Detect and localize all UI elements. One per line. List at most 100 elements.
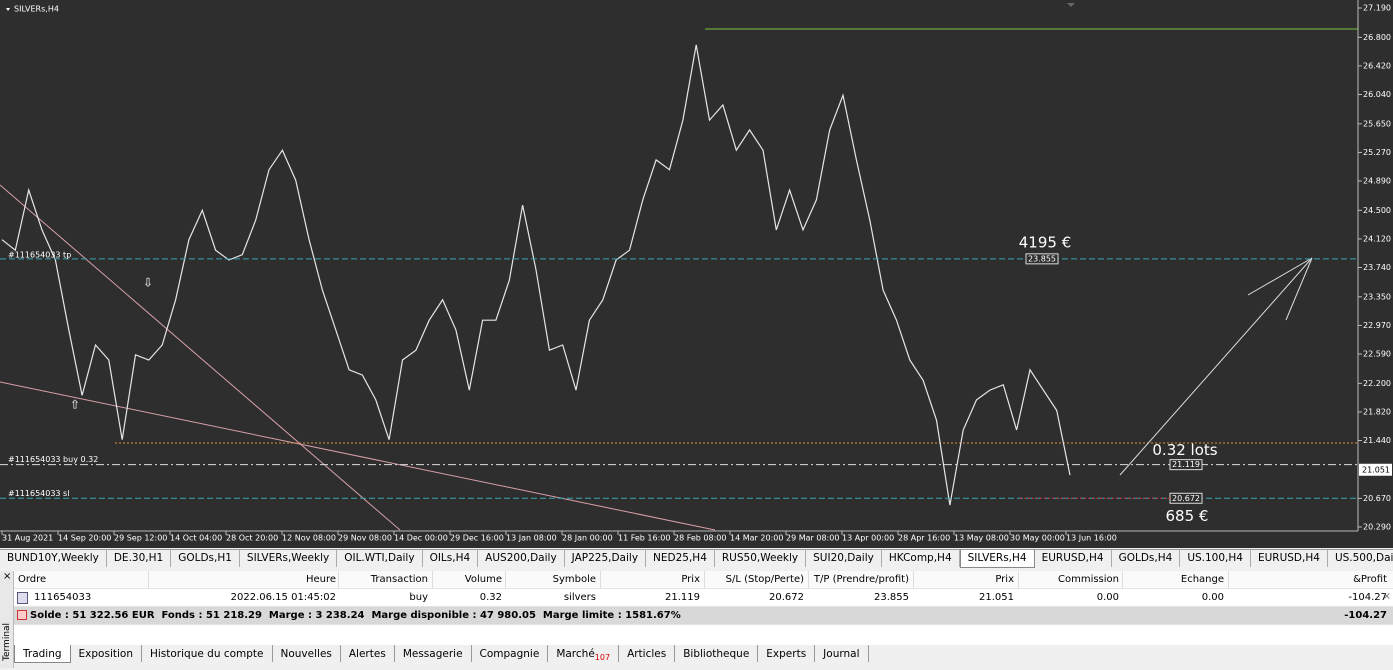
- chart-tab[interactable]: GOLDs,H4: [1112, 550, 1181, 567]
- chart-tab[interactable]: OIL.WTI,Daily: [337, 550, 423, 567]
- terminal-tab[interactable]: Historique du compte: [142, 645, 273, 662]
- terminal-tab[interactable]: Exposition: [71, 645, 142, 662]
- y-tick-label: 26.420: [1363, 61, 1391, 70]
- y-tick-label: 20.670: [1363, 494, 1391, 503]
- y-tick-label: 25.650: [1363, 119, 1391, 128]
- y-tick-label: 25.270: [1363, 148, 1391, 157]
- x-tick-label: 13 May 08:00: [954, 534, 1009, 543]
- chart-tab[interactable]: NED25,H4: [646, 550, 715, 567]
- column-divider: [808, 571, 809, 588]
- chart-tab[interactable]: OILs,H4: [423, 550, 479, 567]
- table-header-cell: Symbole: [552, 574, 596, 585]
- x-tick-label: 29 Nov 08:00: [338, 534, 392, 543]
- x-tick-label: 13 Jun 16:00: [1066, 534, 1117, 543]
- chart-tab[interactable]: EURUSD,H4: [1251, 550, 1328, 567]
- x-tick-label: 28 Jan 00:00: [562, 534, 613, 543]
- shift-marker: [1067, 3, 1075, 7]
- chart-tab[interactable]: US.100,H4: [1180, 550, 1251, 567]
- y-tick-label: 21.440: [1363, 436, 1391, 445]
- y-tick-label: 24.890: [1363, 177, 1391, 186]
- order-price: 20.672: [1172, 494, 1200, 503]
- chart-tab[interactable]: SUI20,Daily: [806, 550, 882, 567]
- table-row-cell: 20.672: [769, 592, 804, 603]
- table-header-cell: Commission: [1057, 574, 1119, 585]
- y-tick-label: 23.350: [1363, 292, 1391, 301]
- table-header-cell: Prix: [681, 574, 700, 585]
- x-tick-label: 29 Mar 08:00: [786, 534, 839, 543]
- x-tick-label: 28 Oct 20:00: [226, 534, 278, 543]
- x-tick-label: 30 May 00:00: [1010, 534, 1065, 543]
- order-note: 4195 €: [1019, 233, 1072, 251]
- chart-tab[interactable]: AUS200,Daily: [478, 550, 565, 567]
- table-header-cell: Volume: [464, 574, 502, 585]
- price-chart: SILVERs,H4 ⇩ ⇧ 27.190 26.800 26.420 26.040 2…: [0, 0, 1393, 548]
- terminal-tab[interactable]: Experts: [758, 645, 816, 662]
- table-header-cell: T/P (Prendre/profit): [813, 574, 909, 585]
- terminal-label: Terminal: [2, 622, 12, 661]
- market-badge: 107: [594, 653, 611, 663]
- order-icon: [17, 592, 28, 604]
- terminal-tab[interactable]: Messagerie: [395, 645, 472, 662]
- y-tick-label: 24.500: [1363, 206, 1391, 215]
- x-tick-label: 28 Apr 16:00: [898, 534, 950, 543]
- terminal-tab[interactable]: Nouvelles: [273, 645, 341, 662]
- table-header: Ordre Heure Transaction Volume Symbole Prix S/…: [14, 571, 1393, 589]
- x-tick-label: 14 Sep 20:00: [58, 534, 111, 543]
- chart-tab[interactable]: JAP225,Daily: [565, 550, 647, 567]
- chart-tab[interactable]: GOLDs,H1: [171, 550, 240, 567]
- chart-tab[interactable]: DE.30,H1: [107, 550, 172, 567]
- down-arrow-icon: ⇩: [143, 276, 153, 290]
- close-button[interactable]: ×: [3, 571, 12, 582]
- chart-tab[interactable]: SILVERs,Weekly: [240, 550, 338, 567]
- y-tick-label: 26.800: [1363, 33, 1391, 42]
- x-tick-label: 29 Sep 12:00: [114, 534, 167, 543]
- order-price: 21.119: [1172, 460, 1200, 469]
- order-label: #111654033 tp: [8, 250, 71, 259]
- terminal-tab[interactable]: Articles: [619, 645, 676, 662]
- column-divider: [148, 571, 149, 588]
- trend-line: [0, 381, 716, 531]
- terminal-tab[interactable]: Trading: [14, 645, 71, 663]
- table-row-cell: 0.00: [1096, 592, 1119, 603]
- x-tick-label: 14 Mar 20:00: [730, 534, 783, 543]
- y-tick-label: 21.820: [1363, 407, 1391, 416]
- order-label: #111654033 buy 0.32: [8, 455, 98, 464]
- price-line: [1, 44, 1071, 506]
- y-tick-label: 26.040: [1363, 90, 1391, 99]
- order-price-box: [1169, 459, 1203, 471]
- table-row-cell: -104.27: [1348, 592, 1387, 603]
- table-header-cell: Echange: [1180, 574, 1224, 585]
- summary-icon: [17, 610, 27, 620]
- summary-profit: -104.27: [1344, 610, 1387, 621]
- terminal-tab[interactable]: Compagnie: [472, 645, 549, 662]
- chart-tab[interactable]: BUND10Y,Weekly: [0, 550, 107, 567]
- terminal-tab[interactable]: Marché107: [548, 645, 620, 663]
- terminal-tab[interactable]: Bibliotheque: [675, 645, 759, 662]
- chart-tab[interactable]: EURUSD,H4: [1035, 550, 1112, 567]
- table-row-cell: 21.119: [665, 592, 700, 603]
- x-tick-label: 29 Dec 16:00: [450, 534, 504, 543]
- table-row-cell: 0.32: [479, 592, 502, 603]
- column-divider: [505, 571, 506, 588]
- column-divider: [338, 571, 339, 588]
- y-tick-label: 23.740: [1363, 263, 1391, 272]
- chart-tab[interactable]: SILVERs,H4: [959, 550, 1035, 568]
- bid-label: 21.051: [1362, 465, 1390, 474]
- close-order[interactable]: ×: [1382, 591, 1391, 602]
- terminal-tab[interactable]: Alertes: [341, 645, 395, 662]
- column-divider: [1018, 571, 1019, 588]
- summary-row: Solde : 51 322.56 EUR Fonds : 51 218.29 …: [14, 607, 1393, 625]
- arrow-line: [1119, 257, 1313, 476]
- chart-tab[interactable]: RUS50,Weekly: [715, 550, 807, 567]
- symbol-label: SILVERs,H4: [14, 5, 59, 14]
- x-tick-label: 11 Feb 16:00: [618, 534, 670, 543]
- order-price-box: [1025, 253, 1059, 265]
- chart-tab[interactable]: HKComp,H4: [882, 550, 960, 567]
- chart-tab[interactable]: US.500,Daily: [1328, 550, 1393, 567]
- terminal-tab[interactable]: Journal: [815, 645, 869, 662]
- y-tick-label: 20.290: [1363, 523, 1391, 532]
- table-header-cell: &Profit: [1353, 574, 1387, 585]
- chart-background: [0, 0, 1393, 548]
- arrow-head: [1285, 257, 1313, 321]
